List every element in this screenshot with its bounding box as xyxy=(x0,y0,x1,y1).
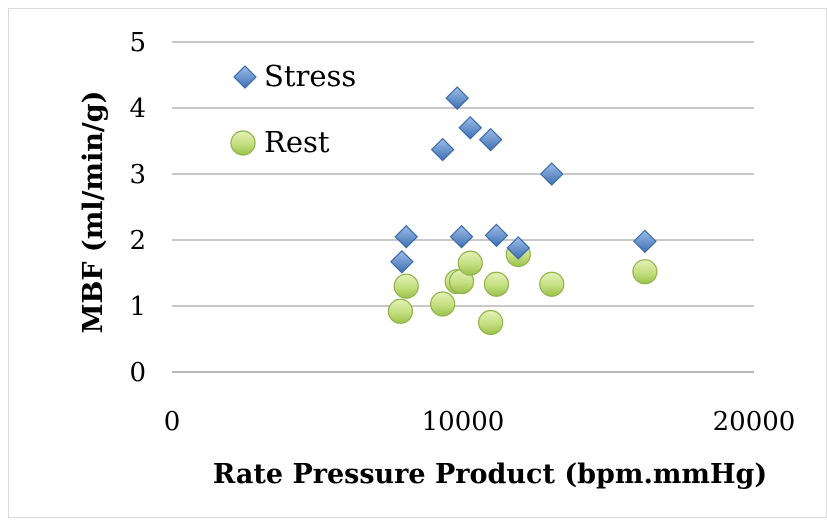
legend-marker-rest xyxy=(230,130,256,156)
data-point-rest xyxy=(478,309,504,336)
y-tick-label: 2 xyxy=(129,226,146,256)
data-point-stress xyxy=(458,115,483,140)
data-point-rest xyxy=(539,271,565,297)
legend-circle-icon xyxy=(230,130,256,156)
x-axis-title: Rate Pressure Product (bpm.mmHg) xyxy=(213,459,767,490)
y-axis-title: MBF (ml/min/g) xyxy=(78,91,109,334)
data-point-stress xyxy=(633,229,657,254)
data-point-stress xyxy=(484,223,509,248)
y-tick-label: 5 xyxy=(129,28,146,58)
data-point-stress xyxy=(478,127,503,152)
data-point-stress xyxy=(449,224,474,249)
x-tick-label: 20000 xyxy=(713,407,796,437)
y-tick-label: 4 xyxy=(129,94,146,124)
legend-diamond-icon xyxy=(233,65,257,89)
chart-frame xyxy=(8,8,827,518)
gridlines xyxy=(172,41,754,373)
data-point-stress xyxy=(430,137,455,162)
legend-marker-stress xyxy=(233,65,257,89)
y-tick-label: 0 xyxy=(129,358,146,388)
data-point-rest xyxy=(430,291,456,317)
data-point-stress xyxy=(394,224,419,249)
y-tick-label: 1 xyxy=(129,292,146,322)
data-points xyxy=(387,86,658,336)
legend-label-rest: Rest xyxy=(264,125,330,159)
data-point-rest xyxy=(483,271,510,297)
legend: Stress Rest xyxy=(230,59,356,159)
data-point-stress xyxy=(539,162,564,186)
data-point-rest xyxy=(387,298,414,324)
data-point-rest xyxy=(632,259,658,285)
x-tick-labels: 0 10000 20000 xyxy=(164,407,796,437)
x-tick-label: 10000 xyxy=(422,407,505,437)
data-point-rest xyxy=(457,250,483,276)
x-tick-label: 0 xyxy=(164,407,181,437)
data-point-rest xyxy=(393,273,419,299)
y-tick-labels: 0 1 2 3 4 5 xyxy=(129,28,146,388)
data-point-stress xyxy=(390,249,414,274)
y-tick-label: 3 xyxy=(129,160,146,190)
data-point-stress xyxy=(445,86,470,110)
legend-label-stress: Stress xyxy=(264,59,356,93)
data-point-stress xyxy=(506,236,531,260)
